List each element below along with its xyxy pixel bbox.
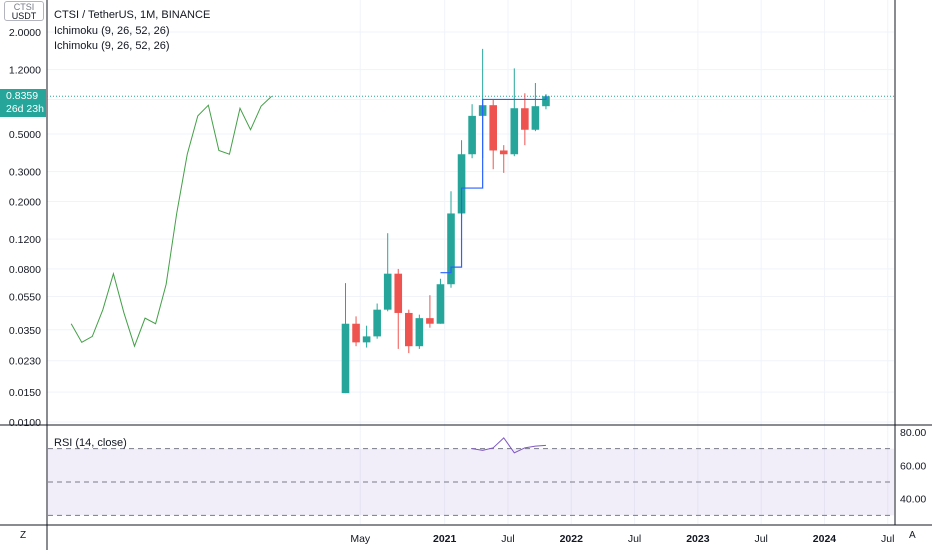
rsi-path [472, 437, 546, 454]
candle-body [405, 312, 413, 347]
lagging-span [70, 95, 272, 348]
time-tick-label: Jul [754, 533, 767, 545]
rsi-tick-label: 80.00 [900, 427, 926, 439]
candle-body [352, 323, 360, 343]
candle-body [383, 273, 392, 310]
candle-body [447, 213, 455, 285]
price-tick-label: 0.0350 [9, 325, 41, 337]
time-tick-label: 2022 [560, 533, 584, 545]
price-tick-label: 0.2000 [9, 196, 41, 208]
rsi-tick-label: 60.00 [900, 460, 926, 472]
price-tick-label: 0.1200 [9, 234, 41, 246]
candle-body [362, 336, 371, 343]
time-axis: May 2021 Jul 2022 Jul 2023 Jul 2024 Jul [350, 533, 894, 545]
candle-body [499, 150, 508, 155]
candle-body [415, 318, 424, 347]
quote-base: CTSI [13, 2, 35, 12]
price-axis: 2.00001.20000.80000.50000.30000.20000.12… [9, 27, 41, 429]
candle-body [531, 106, 540, 130]
price-tick-label: 0.0550 [9, 292, 41, 304]
candle-body [426, 318, 434, 324]
price-tick-label: 0.5000 [9, 129, 41, 141]
quote-currency-badge[interactable]: CTSI USDT [4, 1, 44, 21]
price-tick-label: 0.0150 [9, 387, 41, 399]
time-tick-label: Jul [881, 533, 894, 545]
price-tick-label: 0.0100 [9, 417, 41, 429]
time-tick-label: 2024 [813, 533, 837, 545]
time-tick-label: 2023 [686, 533, 710, 545]
candle-body [521, 108, 529, 130]
auto-scale-button[interactable]: A [909, 530, 916, 541]
candles [341, 48, 550, 394]
base-line [440, 94, 547, 274]
time-tick-label: 2021 [433, 533, 457, 545]
ichimoku-legend-2[interactable]: Ichimoku (9, 26, 52, 26) [54, 40, 170, 52]
base-line-path [440, 94, 547, 274]
candle-body [436, 284, 445, 324]
candle-body [468, 115, 476, 155]
candle-body [457, 154, 466, 214]
time-tick-label: Jul [501, 533, 514, 545]
time-tick-label: Jul [628, 533, 641, 545]
price-tick-label: 2.0000 [9, 27, 41, 39]
candle-body [341, 323, 350, 394]
ichimoku-legend-1[interactable]: Ichimoku (9, 26, 52, 26) [54, 25, 170, 37]
rsi-line [472, 437, 546, 454]
price-tick-label: 0.0230 [9, 356, 41, 368]
price-tick-label: 0.3000 [9, 167, 41, 179]
last-price-badge: 0.8359 26d 23h [0, 89, 46, 117]
candle-body [542, 96, 550, 107]
quote-counter: USDT [11, 11, 37, 21]
candle-body [373, 309, 381, 337]
lagging-span-line [70, 95, 272, 348]
candle-body [489, 105, 497, 151]
log-scale-button[interactable]: Z [20, 530, 27, 541]
candle-body [394, 273, 403, 313]
price-tick-label: 1.2000 [9, 65, 41, 77]
rsi-band [48, 448, 894, 516]
candle-body [510, 108, 519, 155]
rsi-axis: 80.00 60.00 40.00 [900, 427, 926, 506]
rsi-tick-label: 40.00 [900, 494, 926, 506]
symbol-title: CTSI / TetherUS, 1M, BINANCE [54, 9, 211, 21]
time-tick-label: May [350, 533, 371, 545]
rsi-legend[interactable]: RSI (14, close) [54, 437, 127, 449]
price-tick-label: 0.0800 [9, 264, 41, 276]
last-price-value: 0.8359 [6, 90, 39, 102]
bar-countdown: 26d 23h [6, 103, 44, 115]
